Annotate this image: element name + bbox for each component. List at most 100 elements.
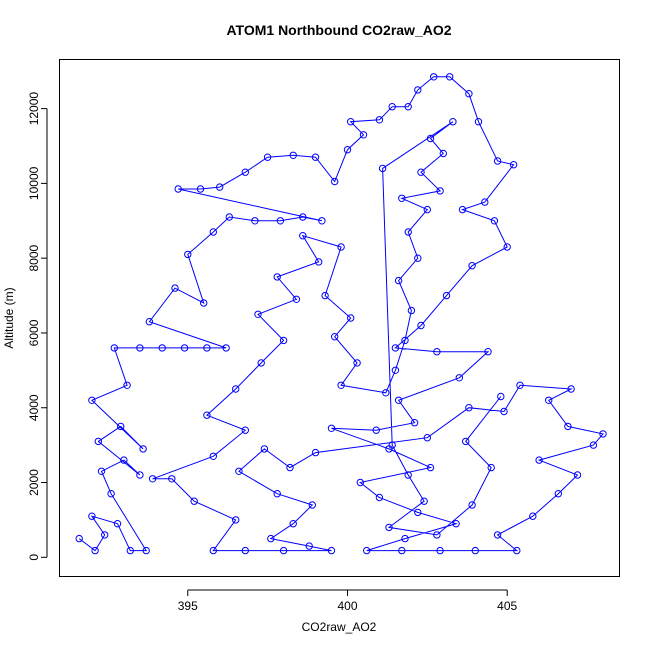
data-point xyxy=(359,131,368,139)
data-point xyxy=(404,103,412,111)
data-point xyxy=(232,385,240,393)
data-point xyxy=(500,407,508,416)
data-point xyxy=(589,441,598,449)
data-point xyxy=(267,534,275,543)
data-point xyxy=(535,456,543,464)
data-point xyxy=(388,103,396,111)
data-point xyxy=(554,490,562,498)
data-point xyxy=(493,531,502,539)
data-point xyxy=(509,161,518,169)
data-point xyxy=(398,194,406,203)
data-point xyxy=(375,116,384,124)
data-point xyxy=(113,520,122,528)
data-point xyxy=(174,185,182,193)
data-point xyxy=(289,151,297,160)
data-point xyxy=(468,262,476,270)
data-point xyxy=(94,437,103,446)
data-point xyxy=(123,381,131,389)
data-point xyxy=(417,321,425,330)
data-point xyxy=(97,467,106,475)
data-point xyxy=(276,217,285,225)
data-point xyxy=(545,396,553,404)
data-point xyxy=(423,205,431,214)
data-point xyxy=(363,546,371,555)
data-point xyxy=(318,217,326,225)
data-point xyxy=(414,254,422,262)
data-point xyxy=(180,344,189,352)
y-axis-label: Altitude (m) xyxy=(2,287,16,348)
data-point xyxy=(529,512,537,520)
y-tick-label: 2000 xyxy=(27,469,41,496)
data-point xyxy=(292,295,301,303)
data-point xyxy=(372,426,380,434)
data-point xyxy=(260,445,269,453)
data-point xyxy=(241,426,250,434)
x-tick-label: 400 xyxy=(337,599,357,613)
data-point xyxy=(200,299,208,307)
data-point xyxy=(107,490,115,498)
y-axis: 0 2000 4000 6000 8000 10000 12000 xyxy=(27,92,48,561)
data-point xyxy=(343,146,352,154)
data-point xyxy=(567,385,575,393)
data-point xyxy=(430,73,438,81)
data-point xyxy=(126,546,135,555)
data-point xyxy=(433,348,441,356)
data-point xyxy=(171,284,179,292)
data-point xyxy=(353,359,361,367)
x-axis-label: CO2raw_AO2 xyxy=(302,620,377,634)
plot-frame xyxy=(59,59,620,577)
data-point xyxy=(458,205,467,214)
y-tick-label: 12000 xyxy=(27,92,41,126)
data-point xyxy=(414,86,422,94)
data-point xyxy=(404,228,412,236)
data-point xyxy=(286,463,294,472)
data-point xyxy=(382,389,390,397)
data-point xyxy=(257,359,265,367)
series-line xyxy=(78,76,604,552)
data-point xyxy=(273,273,281,281)
data-point xyxy=(225,213,234,221)
data-point xyxy=(404,471,412,479)
data-point xyxy=(88,396,96,404)
data-point xyxy=(503,243,511,251)
data-point xyxy=(423,434,431,442)
data-point xyxy=(203,344,211,352)
data-point xyxy=(88,512,96,520)
data-point xyxy=(279,546,288,555)
data-point xyxy=(299,213,307,221)
data-point xyxy=(148,475,157,483)
data-point xyxy=(168,475,176,483)
data-point xyxy=(209,546,218,555)
data-point xyxy=(305,542,313,550)
data-point xyxy=(331,333,339,341)
data-point xyxy=(516,381,524,389)
x-axis: 395 400 405 xyxy=(178,589,518,613)
data-point xyxy=(446,73,454,81)
data-point xyxy=(203,411,211,419)
data-point xyxy=(439,149,447,158)
chart-title: ATOM1 Northbound CO2raw_AO2 xyxy=(226,22,451,38)
data-point xyxy=(136,344,144,352)
data-point xyxy=(347,118,355,126)
data-point xyxy=(337,381,345,389)
data-point xyxy=(311,153,320,161)
data-point xyxy=(426,134,435,143)
series-layer xyxy=(75,73,607,555)
data-point xyxy=(436,546,444,555)
data-point xyxy=(417,168,425,176)
data-point xyxy=(394,396,403,404)
data-point xyxy=(378,164,387,173)
data-point xyxy=(145,318,154,326)
x-tick-label: 395 xyxy=(178,599,198,613)
data-point xyxy=(315,258,323,266)
data-point xyxy=(209,228,218,236)
data-point xyxy=(465,404,473,412)
data-point xyxy=(209,452,218,460)
data-point xyxy=(401,534,409,543)
data-point xyxy=(442,291,451,300)
data-point xyxy=(273,490,281,498)
data-point xyxy=(468,501,476,509)
data-point xyxy=(299,232,307,240)
data-point xyxy=(232,516,240,524)
data-point xyxy=(490,217,499,225)
